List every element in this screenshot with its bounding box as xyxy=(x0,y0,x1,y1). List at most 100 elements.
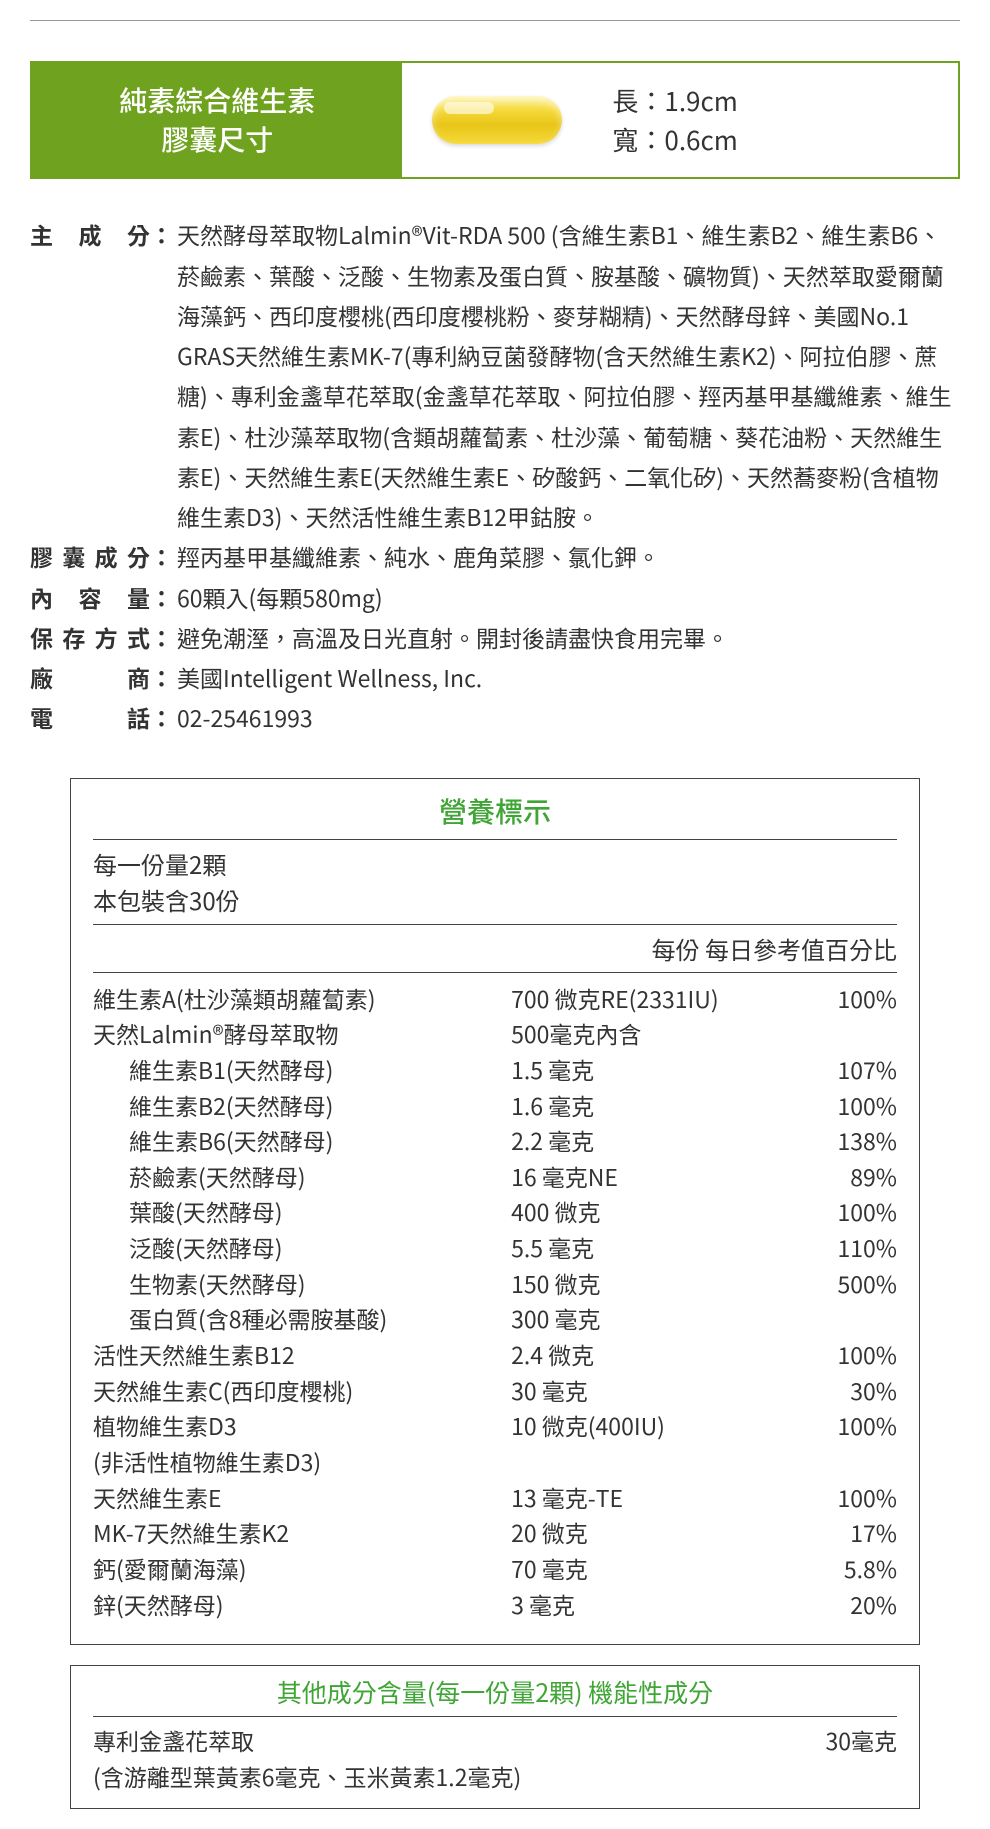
banner-dimensions-block: 長：1.9cm 寬：0.6cm xyxy=(402,63,958,177)
nutrition-amount: 13 毫克-TE xyxy=(511,1480,752,1516)
capsule-dimensions: 長：1.9cm 寬：0.6cm xyxy=(612,81,737,159)
nutrition-facts-panel: 營養標示 每一份量2顆 本包裝含30份 每份 每日參考值百分比 維生素A(杜沙藻… xyxy=(70,778,920,1646)
nutrition-amount: 20 微克 xyxy=(511,1515,752,1551)
label-capsule-ing: 膠囊成分 xyxy=(30,536,150,576)
nutrition-percent: 100% xyxy=(752,1408,897,1444)
nutrition-amount xyxy=(511,1444,752,1480)
other-name-line2: (含游離型葉黃素6毫克、玉米黃素1.2毫克) xyxy=(93,1759,825,1795)
label-manufacturer: 廠 商 xyxy=(30,657,150,697)
nutrition-percent: 110% xyxy=(752,1230,897,1266)
other-body: 專利金盞花萃取 (含游離型葉黃素6毫克、玉米黃素1.2毫克) 30毫克 xyxy=(93,1717,897,1794)
nutrition-name: 維生素B6(天然酵母) xyxy=(93,1123,511,1159)
nutrition-amount: 1.6 毫克 xyxy=(511,1088,752,1124)
capsule-size-banner: 純素綜合維生素 膠囊尺寸 長：1.9cm 寬：0.6cm xyxy=(30,61,960,179)
nutrition-amount: 400 微克 xyxy=(511,1194,752,1230)
serving-line2: 本包裝含30份 xyxy=(93,882,897,918)
nutrition-row: 天然Lalmin®酵母萃取物500毫克內含 xyxy=(93,1016,897,1052)
nutrition-name: MK-7天然維生素K2 xyxy=(93,1515,511,1551)
nutrition-row: 鋅(天然酵母)3 毫克20% xyxy=(93,1587,897,1623)
nutrition-body: 維生素A(杜沙藻類胡蘿蔔素)700 微克RE(2331IU)100%天然Lalm… xyxy=(93,973,897,1627)
nutrition-amount: 150 微克 xyxy=(511,1266,752,1302)
nutrition-row: 菸鹼素(天然酵母)16 毫克NE89% xyxy=(93,1159,897,1195)
nutrition-name: 植物維生素D3 xyxy=(93,1408,511,1444)
nutrition-amount: 30 毫克 xyxy=(511,1373,752,1409)
nutrition-percent xyxy=(752,1444,897,1480)
nutrition-amount: 700 微克RE(2331IU) xyxy=(511,981,752,1017)
nutrition-name: 鈣(愛爾蘭海藻) xyxy=(93,1551,511,1587)
nutrition-name: 天然Lalmin®酵母萃取物 xyxy=(93,1016,511,1052)
nutrition-percent xyxy=(752,1301,897,1337)
product-info-block: 主 成 分 ： 天然酵母萃取物Lalmin®Vit-RDA 500 (含維生素B… xyxy=(30,214,960,737)
other-ingredients-panel: 其他成分含量(每一份量2顆) 機能性成分 專利金盞花萃取 (含游離型葉黃素6毫克… xyxy=(70,1665,920,1809)
value-phone: 02-25461993 xyxy=(177,697,960,737)
nutrition-percent: 20% xyxy=(752,1587,897,1623)
nutrition-name: 生物素(天然酵母) xyxy=(93,1266,511,1302)
nutrition-row: 維生素B1(天然酵母)1.5 毫克107% xyxy=(93,1052,897,1088)
nutrition-percent: 30% xyxy=(752,1373,897,1409)
banner-title-line1: 純素綜合維生素 xyxy=(119,81,315,120)
nutrition-name: 天然維生素E xyxy=(93,1480,511,1516)
nutrition-row: 蛋白質(含8種必需胺基酸)300 毫克 xyxy=(93,1301,897,1337)
nutrition-name: 菸鹼素(天然酵母) xyxy=(93,1159,511,1195)
nutrition-row: (非活性植物維生素D3) xyxy=(93,1444,897,1480)
other-name-line1: 專利金盞花萃取 xyxy=(93,1723,825,1759)
nutrition-amount: 2.4 微克 xyxy=(511,1337,752,1373)
nutrition-row: 活性天然維生素B122.4 微克100% xyxy=(93,1337,897,1373)
row-capsule-ing: 膠囊成分 ： 羥丙基甲基纖維素、純水、鹿角菜膠、氯化鉀。 xyxy=(30,536,960,576)
nutrition-name: 泛酸(天然酵母) xyxy=(93,1230,511,1266)
value-ingredients: 天然酵母萃取物Lalmin®Vit-RDA 500 (含維生素B1、維生素B2、… xyxy=(177,214,960,536)
nutrition-percent: 17% xyxy=(752,1515,897,1551)
value-manufacturer: 美國Intelligent Wellness, Inc. xyxy=(177,657,960,697)
nutrition-row: 天然維生素C(西印度櫻桃)30 毫克30% xyxy=(93,1373,897,1409)
row-content: 內 容 量 ： 60顆入(每顆580mg) xyxy=(30,577,960,617)
nutrition-row: 維生素B6(天然酵母)2.2 毫克138% xyxy=(93,1123,897,1159)
top-divider xyxy=(30,20,960,21)
capsule-width: 寬：0.6cm xyxy=(612,120,737,159)
label-phone: 電 話 xyxy=(30,697,150,737)
nutrition-name: 鋅(天然酵母) xyxy=(93,1587,511,1623)
nutrition-name: 維生素A(杜沙藻類胡蘿蔔素) xyxy=(93,981,511,1017)
nutrition-row: 鈣(愛爾蘭海藻)70 毫克5.8% xyxy=(93,1551,897,1587)
banner-title-line2: 膠囊尺寸 xyxy=(161,120,273,159)
row-phone: 電 話 ： 02-25461993 xyxy=(30,697,960,737)
nutrition-amount: 300 毫克 xyxy=(511,1301,752,1337)
value-content: 60顆入(每顆580mg) xyxy=(177,577,960,617)
row-storage: 保存方式 ： 避免潮溼，高溫及日光直射。開封後請盡快食用完畢。 xyxy=(30,617,960,657)
row-ingredients: 主 成 分 ： 天然酵母萃取物Lalmin®Vit-RDA 500 (含維生素B… xyxy=(30,214,960,536)
nutrition-row: 植物維生素D310 微克(400IU)100% xyxy=(93,1408,897,1444)
nutrition-percent: 100% xyxy=(752,1088,897,1124)
nutrition-row: MK-7天然維生素K220 微克17% xyxy=(93,1515,897,1551)
other-title: 其他成分含量(每一份量2顆) 機能性成分 xyxy=(93,1674,897,1717)
nutrition-header: 每份 每日參考值百分比 xyxy=(93,925,897,973)
other-amount: 30毫克 xyxy=(825,1723,897,1794)
row-manufacturer: 廠 商 ： 美國Intelligent Wellness, Inc. xyxy=(30,657,960,697)
nutrition-amount: 10 微克(400IU) xyxy=(511,1408,752,1444)
nutrition-row: 維生素A(杜沙藻類胡蘿蔔素)700 微克RE(2331IU)100% xyxy=(93,981,897,1017)
nutrition-percent: 107% xyxy=(752,1052,897,1088)
nutrition-amount: 2.2 毫克 xyxy=(511,1123,752,1159)
label-ingredients: 主 成 分 xyxy=(30,214,150,254)
nutrition-row: 葉酸(天然酵母)400 微克100% xyxy=(93,1194,897,1230)
serving-line1: 每一份量2顆 xyxy=(93,846,897,882)
other-name: 專利金盞花萃取 (含游離型葉黃素6毫克、玉米黃素1.2毫克) xyxy=(93,1723,825,1794)
nutrition-row: 泛酸(天然酵母)5.5 毫克110% xyxy=(93,1230,897,1266)
capsule-length: 長：1.9cm xyxy=(612,81,737,120)
label-storage: 保存方式 xyxy=(30,617,150,657)
nutrition-percent: 100% xyxy=(752,981,897,1017)
nutrition-name: 維生素B1(天然酵母) xyxy=(93,1052,511,1088)
nutrition-row: 生物素(天然酵母)150 微克500% xyxy=(93,1266,897,1302)
nutrition-name: 蛋白質(含8種必需胺基酸) xyxy=(93,1301,511,1337)
capsule-icon xyxy=(432,96,562,144)
nutrition-percent xyxy=(752,1016,897,1052)
value-capsule-ing: 羥丙基甲基纖維素、純水、鹿角菜膠、氯化鉀。 xyxy=(177,536,960,576)
label-content: 內 容 量 xyxy=(30,577,150,617)
nutrition-amount: 1.5 毫克 xyxy=(511,1052,752,1088)
nutrition-name: 天然維生素C(西印度櫻桃) xyxy=(93,1373,511,1409)
nutrition-amount: 3 毫克 xyxy=(511,1587,752,1623)
nutrition-name: (非活性植物維生素D3) xyxy=(93,1444,511,1480)
nutrition-percent: 100% xyxy=(752,1194,897,1230)
nutrition-percent: 138% xyxy=(752,1123,897,1159)
nutrition-amount: 16 毫克NE xyxy=(511,1159,752,1195)
banner-title-block: 純素綜合維生素 膠囊尺寸 xyxy=(32,63,402,177)
nutrition-name: 活性天然維生素B12 xyxy=(93,1337,511,1373)
